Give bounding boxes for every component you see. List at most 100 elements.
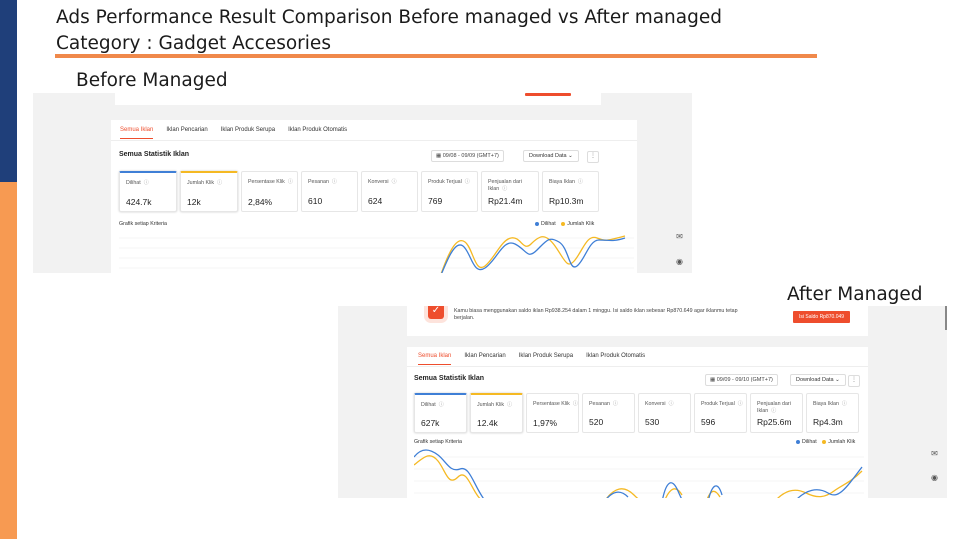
metric-dilihat[interactable]: Dilihat ⓘ 627k	[414, 393, 467, 433]
metric-label: Persentase Klik ⓘ	[533, 401, 578, 407]
metric-produk-terjual[interactable]: Produk Terjual ⓘ 596	[694, 393, 747, 433]
ads-stats-card: Semua Iklan Iklan Pencarian Iklan Produk…	[407, 347, 868, 498]
legend-dilihat: Dilihat	[541, 221, 556, 227]
metric-konversi[interactable]: Konversi ⓘ 624	[361, 171, 418, 212]
message-icon[interactable]: ✉	[676, 232, 683, 241]
tab-semua-iklan[interactable]: Semua Iklan	[418, 353, 452, 365]
legend-dot-jumlah-klik	[822, 439, 827, 444]
tabs-divider	[111, 140, 637, 141]
tab-iklan-produk-otomatis[interactable]: Iklan Produk Otomatis	[586, 353, 646, 359]
metric-biaya-iklan[interactable]: Biaya Iklan ⓘ Rp4.3m	[806, 393, 859, 433]
metric-value: 424.7k	[126, 197, 152, 207]
metric-value: Rp25.6m	[757, 417, 792, 427]
after-screenshot: ✓ Kamu biasa menggunakan saldo iklan Rp9…	[338, 306, 947, 498]
more-icon: ⋮	[851, 377, 857, 383]
metric-value: Rp10.3m	[549, 196, 584, 206]
metric-penjualan-dari-iklan[interactable]: Penjualan dari Iklan ⓘ Rp25.6m	[750, 393, 803, 433]
metric-value: 12.4k	[477, 418, 498, 428]
before-screenshot: Semua Iklan Iklan Pencarian Iklan Produk…	[33, 93, 692, 273]
info-circle-icon: ⓘ	[331, 179, 337, 185]
metric-value: Rp21.4m	[488, 196, 523, 206]
metric-dilihat[interactable]: Dilihat ⓘ 424.7k	[119, 171, 177, 212]
info-circle-icon: ⓘ	[287, 179, 293, 185]
info-circle-icon: ⓘ	[577, 179, 583, 185]
metric-konversi[interactable]: Konversi ⓘ 530	[638, 393, 691, 433]
metric-label: Pesanan ⓘ	[589, 401, 618, 407]
download-label: Download Data	[529, 153, 567, 159]
message-icon[interactable]: ✉	[931, 449, 938, 458]
support-icon[interactable]: ◉	[676, 257, 683, 266]
metrics-row: Dilihat ⓘ 424.7k Jumlah Klik ⓘ 12k Persent…	[119, 171, 599, 212]
info-circle-icon: ⓘ	[464, 179, 470, 185]
tab-iklan-produk-serupa[interactable]: Iklan Produk Serupa	[518, 353, 574, 359]
top-card-partial	[115, 93, 601, 105]
chart-legend: Dilihat Jumlah Klik	[792, 439, 855, 445]
legend-dilihat: Dilihat	[802, 439, 817, 445]
metric-persentase-klik[interactable]: Persentase Klik ⓘ 2,84%	[241, 171, 298, 212]
metric-label: Jumlah Klik ⓘ	[187, 180, 223, 186]
calendar-icon: ▦	[436, 153, 442, 159]
legend-dot-jumlah-klik	[561, 221, 566, 226]
tab-iklan-produk-serupa[interactable]: Iklan Produk Serupa	[220, 127, 276, 133]
after-managed-label: After Managed	[787, 284, 923, 305]
metric-persentase-klik[interactable]: Persentase Klik ⓘ 1,97%	[526, 393, 579, 433]
download-data-button[interactable]: Download Data ⌄	[790, 374, 846, 386]
metric-value: 530	[645, 417, 660, 427]
metric-biaya-iklan[interactable]: Biaya Iklan ⓘ Rp10.3m	[542, 171, 599, 212]
metric-label: Dilihat ⓘ	[126, 180, 149, 186]
date-range-picker[interactable]: ▦ 09/08 - 09/09 (GMT+7)	[431, 150, 504, 162]
metric-label: Penjualan dari Iklan ⓘ	[488, 179, 522, 192]
metric-pesanan[interactable]: Pesanan ⓘ 610	[301, 171, 358, 212]
metrics-row: Dilihat ⓘ 627k Jumlah Klik ⓘ 12.4k Persent…	[414, 393, 859, 433]
tab-iklan-pencarian[interactable]: Iklan Pencarian	[166, 127, 208, 133]
info-circle-icon: ⓘ	[217, 180, 223, 186]
title-underline	[55, 54, 817, 58]
metric-produk-terjual[interactable]: Produk Terjual ⓘ 769	[421, 171, 478, 212]
chart-gridlines	[119, 237, 634, 269]
metric-value: 596	[701, 417, 716, 427]
date-range-picker[interactable]: ▦ 09/09 - 09/10 (GMT+7)	[705, 374, 778, 386]
metric-value: 1,97%	[533, 418, 558, 428]
trend-chart	[414, 449, 864, 498]
more-options-button[interactable]: ⋮	[848, 375, 860, 387]
legend-dot-dilihat	[796, 439, 800, 444]
date-range-text: 09/09 - 09/10 (GMT+7)	[716, 377, 773, 383]
info-circle-icon: ⓘ	[841, 401, 847, 407]
metric-label: Produk Terjual ⓘ	[428, 179, 470, 185]
scrollbar-thumb[interactable]	[945, 306, 947, 330]
saldo-button-partial[interactable]	[525, 93, 571, 96]
isi-saldo-button[interactable]: Isi Saldo Rp870.049	[793, 311, 851, 323]
metric-pesanan[interactable]: Pesanan ⓘ 520	[582, 393, 635, 433]
metric-label: Jumlah Klik ⓘ	[477, 402, 513, 408]
metric-value: Rp4.3m	[813, 417, 843, 427]
metric-penjualan-dari-iklan[interactable]: Penjualan dari Iklan ⓘ Rp21.4m	[481, 171, 539, 212]
metric-value: 624	[368, 196, 383, 206]
more-options-button[interactable]: ⋮	[587, 151, 599, 163]
metric-jumlah-klik[interactable]: Jumlah Klik ⓘ 12k	[180, 171, 238, 212]
saldo-notice-card: ✓ Kamu biasa menggunakan saldo iklan Rp9…	[407, 306, 868, 336]
slide-accent-bar-orange	[0, 182, 17, 539]
info-circle-icon: ⓘ	[668, 401, 674, 407]
metric-label: Konversi ⓘ	[368, 179, 397, 185]
chevron-down-icon: ⌄	[835, 377, 840, 383]
stats-title: Semua Statistik Iklan	[119, 151, 190, 158]
metric-value: 520	[589, 417, 604, 427]
slide-accent-bar-blue	[0, 0, 17, 182]
slide-subtitle: Category : Gadget Accesories	[56, 33, 331, 54]
tab-iklan-pencarian[interactable]: Iklan Pencarian	[464, 353, 506, 359]
tab-semua-iklan[interactable]: Semua Iklan	[120, 127, 154, 139]
metric-label: Biaya Iklan ⓘ	[813, 401, 847, 407]
metric-jumlah-klik[interactable]: Jumlah Klik ⓘ 12.4k	[470, 393, 523, 433]
metric-label: Persentase Klik ⓘ	[248, 179, 293, 185]
metric-label: Produk Terjual ⓘ	[701, 401, 743, 407]
info-circle-icon: ⓘ	[507, 402, 513, 408]
tab-iklan-produk-otomatis[interactable]: Iklan Produk Otomatis	[288, 127, 348, 133]
series-line-dilihat	[414, 449, 863, 498]
metric-label: Penjualan dari Iklan ⓘ	[757, 401, 791, 414]
check-icon: ✓	[428, 306, 444, 319]
metric-label: Pesanan ⓘ	[308, 179, 337, 185]
series-line-dilihat	[441, 237, 626, 273]
support-icon[interactable]: ◉	[931, 473, 938, 482]
metric-value: 627k	[421, 418, 440, 428]
download-data-button[interactable]: Download Data ⌄	[523, 150, 579, 162]
